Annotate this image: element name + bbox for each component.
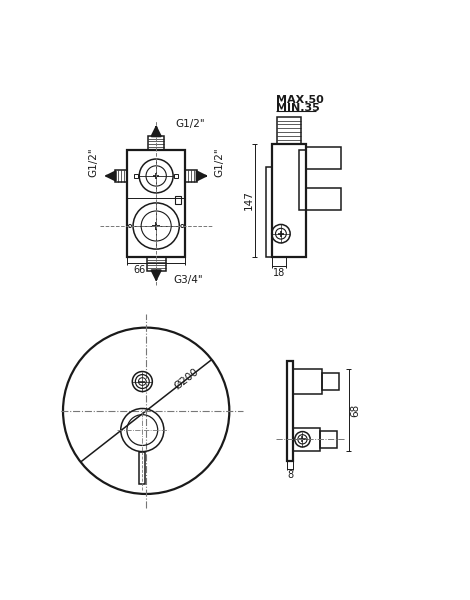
Bar [306, 148, 341, 169]
Text: MAX.50: MAX.50 [276, 95, 324, 105]
Bar [306, 188, 341, 210]
Text: G1/2": G1/2" [88, 147, 98, 177]
Bar [149, 136, 164, 150]
Bar [134, 174, 138, 178]
Text: Ø200: Ø200 [172, 367, 201, 392]
Bar [175, 196, 181, 204]
Text: 66: 66 [133, 265, 145, 275]
Text: MIN.35: MIN.35 [276, 103, 320, 113]
Text: G1/2": G1/2" [214, 147, 224, 177]
Bar [115, 170, 127, 182]
Bar [272, 143, 306, 257]
Text: 147: 147 [243, 190, 254, 210]
Text: 18: 18 [273, 268, 285, 278]
Bar [287, 361, 293, 461]
Bar [139, 452, 145, 484]
Bar [277, 116, 300, 143]
Text: G1/2": G1/2" [175, 119, 205, 130]
Bar [320, 431, 337, 448]
Bar [266, 167, 272, 257]
Bar [322, 373, 339, 390]
Bar [293, 369, 322, 394]
Bar [174, 174, 178, 178]
Text: 8: 8 [287, 470, 293, 481]
Text: G3/4": G3/4" [173, 275, 203, 285]
Bar [147, 257, 166, 271]
Bar [298, 150, 306, 210]
Text: 68: 68 [351, 403, 360, 416]
Bar [186, 170, 197, 182]
Bar [127, 150, 186, 257]
Bar [293, 428, 320, 451]
